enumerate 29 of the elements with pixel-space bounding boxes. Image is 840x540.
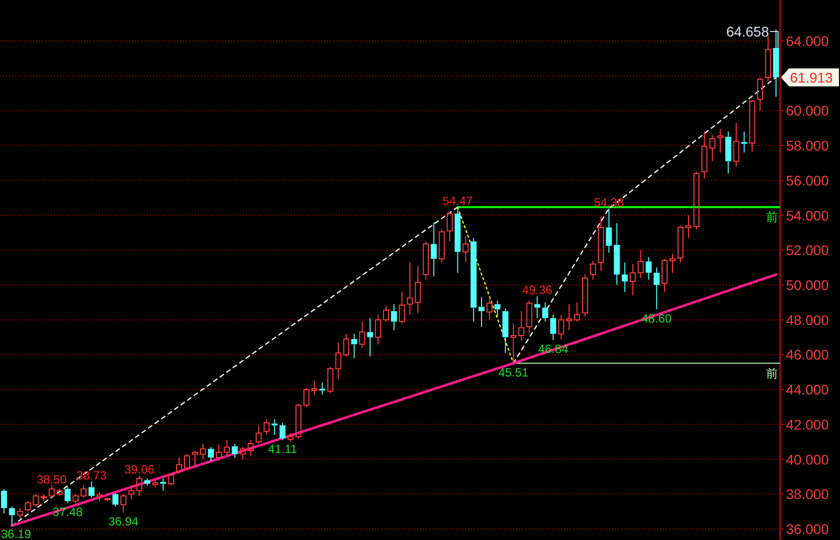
annotation: 38.50 xyxy=(36,472,68,486)
annotation: 54.38 xyxy=(594,196,624,210)
annotation: 64.658 xyxy=(726,23,770,40)
y-tick-label: 48.000 xyxy=(786,312,830,328)
y-tick-label: 64.000 xyxy=(786,32,830,49)
y-tick-label: 56.000 xyxy=(786,172,830,188)
ref-line-label: 前 xyxy=(766,366,778,380)
annotation: 45.51 xyxy=(498,365,529,380)
y-tick-label: 50.000 xyxy=(786,276,830,293)
y-tick-label: 52.000 xyxy=(786,242,830,258)
annotation: 36.19 xyxy=(0,527,32,540)
y-tick-label: 44.000 xyxy=(786,382,830,398)
annotation: 37.48 xyxy=(52,505,83,520)
y-tick-label: 38.000 xyxy=(786,486,830,502)
annotation: 41.11 xyxy=(268,442,298,456)
text: 61.913 xyxy=(790,69,834,86)
annotation: 54.47 xyxy=(442,194,473,208)
y-tick-label: 42.000 xyxy=(786,416,830,432)
y-tick-label: 40.000 xyxy=(786,451,830,468)
annotation: 49.36 xyxy=(522,283,553,298)
annotation: 36.94 xyxy=(108,514,139,529)
y-tick-label: 58.000 xyxy=(786,138,830,154)
y-tick-label: 36.000 xyxy=(786,521,830,538)
y-tick-label: 54.000 xyxy=(786,207,830,224)
annotation: 38.73 xyxy=(76,468,107,482)
ref-line-label: 前 xyxy=(766,210,778,224)
annotation: 39.06 xyxy=(124,462,155,477)
y-tick-label: 46.000 xyxy=(786,346,830,363)
y-tick-label: 60.000 xyxy=(786,102,830,119)
